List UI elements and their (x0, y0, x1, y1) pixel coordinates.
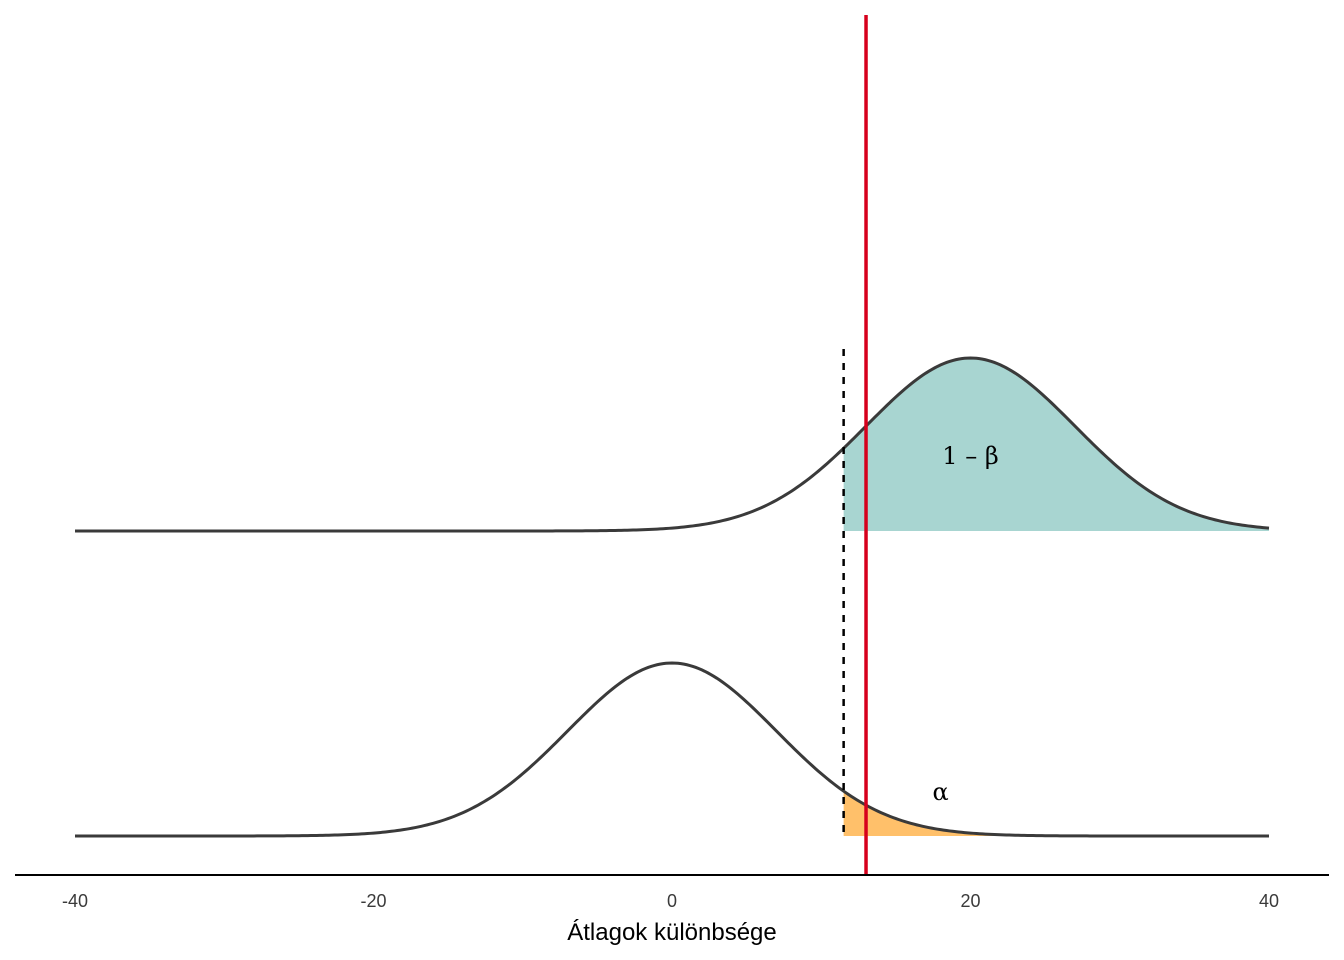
curve-layer (75, 356, 1270, 838)
x-tick-label: -40 (62, 891, 88, 911)
null-distribution-curve (75, 661, 1269, 838)
x-tick-label: 20 (960, 891, 980, 911)
x-axis-title: Átlagok különbsége (567, 919, 776, 946)
reference-line-layer (842, 15, 868, 875)
x-tick-label: -20 (360, 891, 386, 911)
power-annotation: 1 – β (942, 442, 998, 470)
x-tick-label: 40 (1259, 891, 1279, 911)
x-axis: -40 -20 0 20 40 (15, 874, 1329, 911)
fill-layer (843, 358, 1269, 836)
alpha-annotation: α (933, 778, 949, 806)
alpha-area (843, 791, 1269, 836)
x-tick-label: 0 (667, 891, 677, 911)
alternative-distribution-curve (75, 356, 1270, 533)
annotation-layer: 1 – β α (933, 442, 999, 806)
power-area (843, 358, 1269, 531)
